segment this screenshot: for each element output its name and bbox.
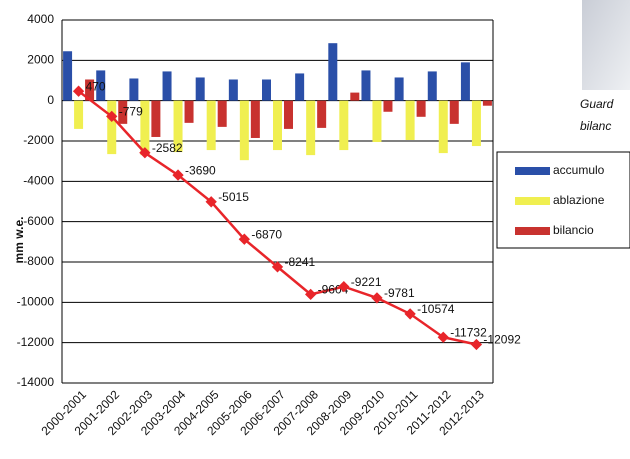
legend-swatch xyxy=(515,227,550,235)
bar xyxy=(284,100,293,129)
bar xyxy=(438,100,448,154)
line-point xyxy=(437,331,449,343)
legend-label: ablazione xyxy=(553,193,605,207)
data-label: -3690 xyxy=(185,163,216,177)
bar xyxy=(339,100,349,151)
y-tick-label: 0 xyxy=(47,93,54,107)
bar xyxy=(217,100,227,127)
bar xyxy=(460,62,470,101)
bar xyxy=(471,100,481,147)
bar xyxy=(262,79,271,101)
data-label: -10574 xyxy=(417,302,455,316)
line-point xyxy=(271,261,284,273)
line-point xyxy=(238,233,251,245)
bar xyxy=(118,100,128,124)
line-point xyxy=(304,288,317,301)
legend-swatch xyxy=(515,167,550,175)
y-tick-label: -6000 xyxy=(23,214,54,228)
bar xyxy=(96,70,106,101)
side-text: Guard xyxy=(580,97,614,111)
bar xyxy=(405,100,415,140)
bar xyxy=(361,70,371,101)
data-label: -9221 xyxy=(351,275,382,289)
photo xyxy=(582,0,630,90)
bar xyxy=(372,100,382,143)
bar xyxy=(206,100,216,151)
bar xyxy=(317,100,327,128)
bar xyxy=(85,79,95,101)
y-tick-label: 2000 xyxy=(27,53,54,67)
line-point xyxy=(470,338,483,351)
bar xyxy=(273,100,282,151)
y-tick-label: -2000 xyxy=(23,133,54,147)
bar xyxy=(306,100,316,156)
bar xyxy=(350,92,360,101)
bar xyxy=(195,77,205,101)
bar xyxy=(63,51,73,101)
data-label: -11732 xyxy=(450,325,487,339)
line-point xyxy=(338,280,350,293)
bar xyxy=(151,100,161,137)
line-point xyxy=(371,292,383,304)
side-text: bilanc xyxy=(580,119,611,133)
data-label: -779 xyxy=(119,105,143,119)
legend-label: accumulo xyxy=(553,163,605,177)
data-label: -6870 xyxy=(251,227,282,241)
bar xyxy=(129,78,139,101)
bar xyxy=(184,100,194,123)
y-tick-label: -10000 xyxy=(17,295,55,309)
bar xyxy=(228,79,238,101)
bar xyxy=(427,71,437,101)
y-tick-label: 4000 xyxy=(27,12,54,26)
legend-label: bilancio xyxy=(553,223,594,237)
data-label: -5015 xyxy=(218,190,249,204)
bar xyxy=(107,100,117,155)
bar xyxy=(416,100,426,117)
bar xyxy=(482,100,492,106)
bar xyxy=(394,77,404,101)
y-tick-label: -8000 xyxy=(23,254,54,268)
data-label: -9781 xyxy=(384,286,415,300)
bar xyxy=(162,71,172,101)
line-point xyxy=(205,196,217,208)
legend-swatch xyxy=(515,197,550,205)
data-label: -2582 xyxy=(152,141,183,155)
bar xyxy=(173,100,183,153)
line-point xyxy=(139,147,151,159)
data-label: 470 xyxy=(86,79,106,93)
y-tick-label: -4000 xyxy=(23,174,54,188)
y-axis-label: mm w.e. xyxy=(12,217,26,264)
bar xyxy=(449,100,459,124)
data-label: -8241 xyxy=(285,255,316,269)
line-point xyxy=(172,169,184,181)
y-tick-label: -12000 xyxy=(17,335,55,349)
data-label: -12092 xyxy=(483,333,521,347)
bar xyxy=(383,100,393,112)
bar xyxy=(328,43,338,101)
bar xyxy=(295,73,305,101)
bar xyxy=(140,100,150,156)
bar xyxy=(239,100,249,161)
line-point xyxy=(404,308,416,320)
bar xyxy=(74,100,84,129)
y-tick-label: -14000 xyxy=(17,375,55,389)
bar xyxy=(250,100,260,138)
